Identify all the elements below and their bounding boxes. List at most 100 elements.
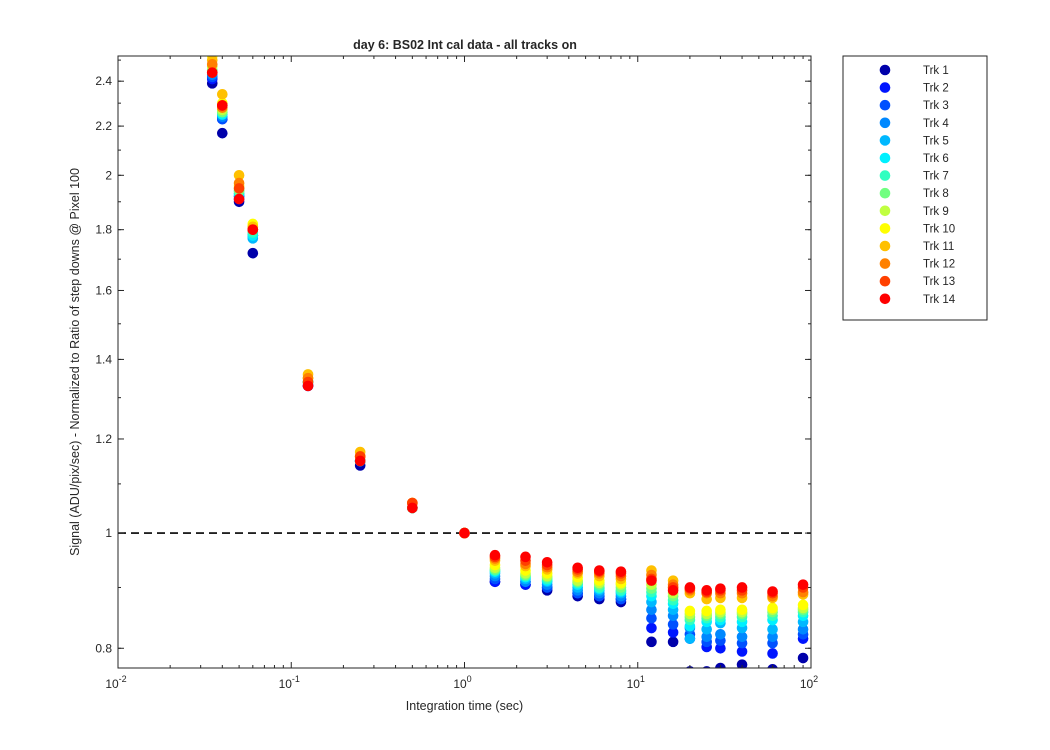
data-point [667,636,679,648]
data-point [797,623,809,635]
legend-label: Trk 3 [923,100,949,112]
data-point [217,127,228,139]
data-point [354,455,366,467]
legend-marker [879,99,891,111]
x-tick-label: 102 [800,674,818,691]
data-point [767,602,778,614]
chart-title: day 6: BS02 Int cal data - all tracks on [353,38,577,52]
data-point [233,169,245,181]
legend-label: Trk 12 [923,259,955,271]
legend-marker [879,205,891,217]
legend-entry: Trk 10 [879,223,955,235]
data-point [715,628,726,640]
legend-entry: Trk 9 [879,205,949,218]
data-point [715,583,726,594]
legend-label: Trk 14 [923,294,956,306]
data-point [646,575,657,586]
data-point [572,562,583,574]
data-point [736,659,748,668]
data-point [206,58,218,70]
legend-entry: Trk 14 [879,293,956,306]
data-point [646,604,657,616]
data-point [217,100,228,111]
legend-label: Trk 9 [923,206,949,218]
legend-label: Trk 6 [923,153,949,165]
data-point [667,627,679,638]
y-tick-label: 2 [105,168,112,182]
legend-label: Trk 8 [923,188,949,200]
legend-marker [879,64,891,76]
y-tick-label: 1.6 [95,283,112,297]
data-point [489,549,501,561]
data-point [247,224,259,235]
data-point [797,579,809,590]
data-point [520,551,531,563]
legend-label: Trk 1 [923,65,949,77]
data-point [767,586,778,597]
x-tick-label: 10-2 [105,674,126,691]
legend-marker [879,170,891,181]
legend-entry: Trk 2 [879,82,949,95]
data-point [541,556,553,568]
x-axis-label: Integration time (sec) [406,699,523,713]
data-point [701,585,712,596]
data-point [736,604,748,616]
data-point [715,604,726,616]
data-point [684,633,696,644]
data-point [247,247,259,259]
data-point [646,622,657,634]
legend-entry: Trk 5 [879,135,949,147]
data-point [233,183,245,194]
legend-marker [879,117,891,129]
legend-label: Trk 2 [923,83,949,95]
data-point [736,582,748,593]
legend-entry: Trk 8 [879,187,949,200]
data-point [459,527,470,539]
data-point [701,623,712,635]
legend-label: Trk 4 [923,118,949,130]
legend-entry: Trk 13 [879,275,955,288]
legend-entry: Trk 4 [879,117,949,130]
y-axis-label: Signal (ADU/pix/sec) - Normalized to Rat… [68,168,82,556]
data-point [407,502,418,514]
y-tick-label: 1.2 [95,432,112,446]
legend: Trk 1 Trk 2 Trk 3 Trk 4 Trk 5 Trk 6 Trk 7 Trk 8… [842,55,988,321]
legend-entry: Trk 12 [879,258,955,271]
data-point [736,631,748,643]
data-point [233,193,245,205]
data-point [594,565,605,576]
legend-marker [879,135,891,146]
data-point [736,646,748,657]
legend-marker [879,187,891,199]
data-point [684,582,696,593]
legend-marker [879,275,891,287]
data-point [797,599,809,611]
data-point [667,585,679,596]
axes-frame [118,56,811,668]
data-point [646,612,657,624]
data-point [217,88,228,100]
y-tick-label: 1.8 [95,223,112,237]
x-tick-label: 101 [627,674,645,691]
data-point [615,566,627,577]
y-tick-label: 2.2 [95,119,112,133]
legend-marker [879,152,891,164]
legend-box [842,55,988,321]
data-point [767,623,778,635]
legend-label: Trk 13 [923,276,955,288]
data-point [684,605,696,617]
y-tick-label: 2.4 [95,74,112,88]
data-point [667,619,679,630]
data-point [767,631,778,643]
x-tick-label: 100 [453,674,471,691]
data-point [701,605,712,617]
legend-label: Trk 10 [923,223,955,235]
legend-marker [879,240,891,252]
y-tick-label: 1 [105,526,112,540]
data-point [206,67,218,78]
data-points-layer [206,56,809,668]
data-point [646,636,657,648]
legend-label: Trk 5 [923,135,949,147]
x-tick-label: 10-1 [279,674,300,691]
